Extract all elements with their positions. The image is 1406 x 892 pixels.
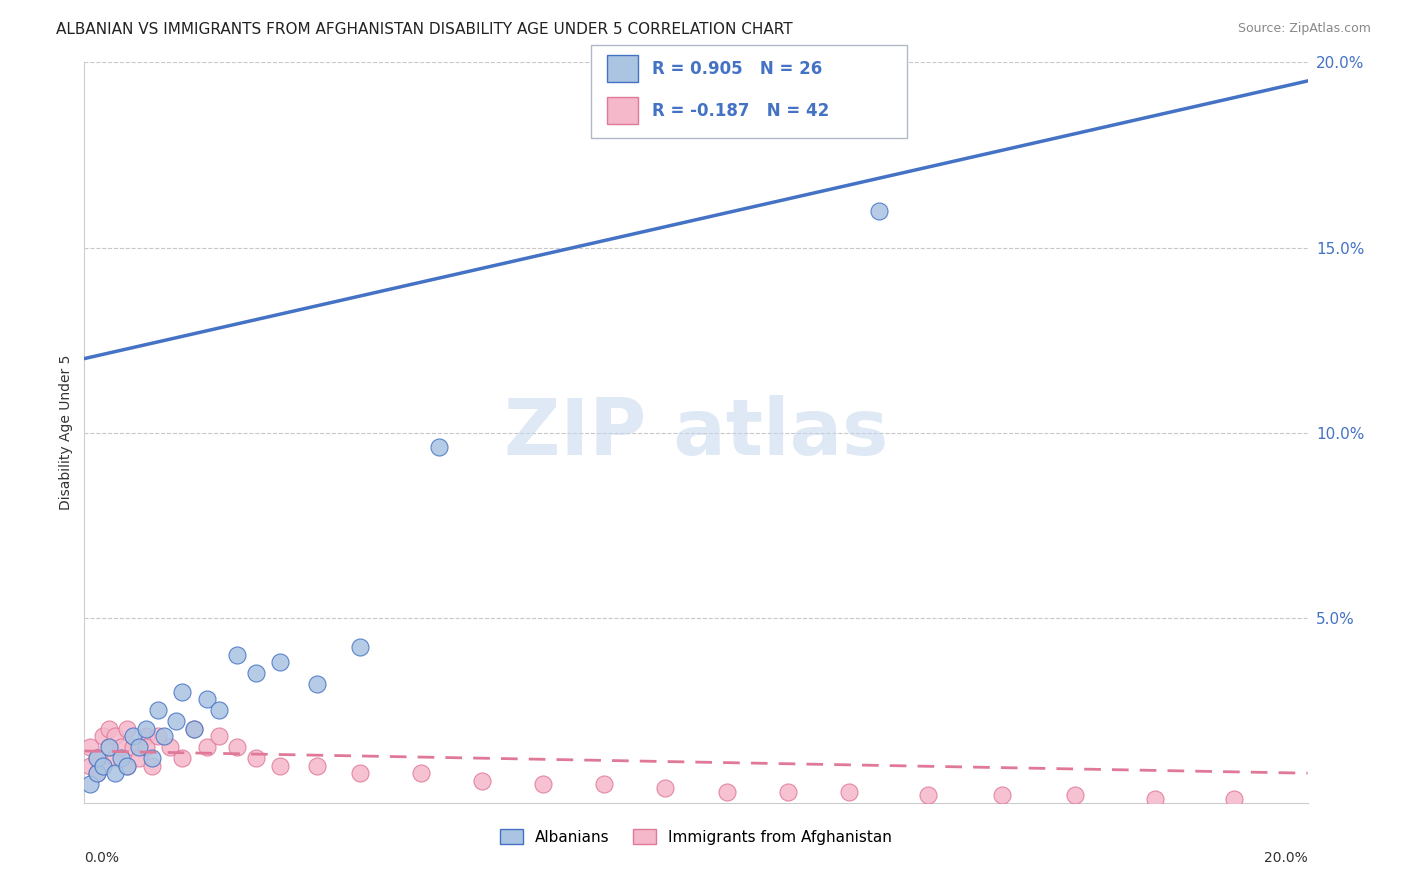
Point xyxy=(146,703,169,717)
Point xyxy=(91,729,114,743)
Point xyxy=(135,729,157,743)
Point xyxy=(128,740,150,755)
Point xyxy=(172,685,194,699)
Legend: Albanians, Immigrants from Afghanistan: Albanians, Immigrants from Afghanistan xyxy=(494,822,898,851)
Point xyxy=(91,758,114,772)
Point xyxy=(838,785,860,799)
Point xyxy=(110,740,132,755)
Point xyxy=(141,751,163,765)
Point xyxy=(226,740,249,755)
Point xyxy=(471,773,494,788)
Text: 0.0%: 0.0% xyxy=(84,851,120,865)
Point xyxy=(349,640,371,655)
Point xyxy=(86,766,108,780)
Point xyxy=(153,729,176,743)
Point xyxy=(269,758,291,772)
Text: R = 0.905   N = 26: R = 0.905 N = 26 xyxy=(652,60,823,78)
Point xyxy=(531,777,554,791)
Y-axis label: Disability Age Under 5: Disability Age Under 5 xyxy=(59,355,73,510)
Point xyxy=(349,766,371,780)
Point xyxy=(427,441,450,455)
Point xyxy=(1143,792,1166,806)
Point xyxy=(115,758,138,772)
Point xyxy=(183,722,205,736)
Point xyxy=(208,729,231,743)
Point xyxy=(97,740,120,755)
Text: 20.0%: 20.0% xyxy=(1264,851,1308,865)
Point xyxy=(869,203,891,218)
Point xyxy=(141,758,163,772)
Point xyxy=(654,780,676,795)
Point xyxy=(97,722,120,736)
Point xyxy=(91,758,114,772)
Point xyxy=(1064,789,1087,803)
Point xyxy=(776,785,799,799)
Text: ZIP atlas: ZIP atlas xyxy=(503,394,889,471)
Point xyxy=(104,751,127,765)
Point xyxy=(593,777,616,791)
Point xyxy=(195,692,218,706)
Point xyxy=(172,751,194,765)
Text: Source: ZipAtlas.com: Source: ZipAtlas.com xyxy=(1237,22,1371,36)
Point xyxy=(86,751,108,765)
Point xyxy=(991,789,1014,803)
Point xyxy=(79,740,101,755)
Point xyxy=(97,740,120,755)
Text: ALBANIAN VS IMMIGRANTS FROM AFGHANISTAN DISABILITY AGE UNDER 5 CORRELATION CHART: ALBANIAN VS IMMIGRANTS FROM AFGHANISTAN … xyxy=(56,22,793,37)
Point xyxy=(305,758,328,772)
Point xyxy=(86,751,108,765)
Point xyxy=(183,722,205,736)
Point xyxy=(305,677,328,691)
Point xyxy=(110,751,132,765)
Point xyxy=(104,766,127,780)
Point xyxy=(86,766,108,780)
Point xyxy=(122,729,145,743)
Point xyxy=(135,740,157,755)
Point xyxy=(79,758,101,772)
Point xyxy=(104,729,127,743)
Point xyxy=(135,722,157,736)
Point xyxy=(716,785,738,799)
Point xyxy=(79,777,101,791)
Point xyxy=(159,740,181,755)
Point xyxy=(226,648,249,662)
Text: R = -0.187   N = 42: R = -0.187 N = 42 xyxy=(652,102,830,120)
Point xyxy=(146,729,169,743)
Point xyxy=(409,766,432,780)
Point xyxy=(195,740,218,755)
Point xyxy=(115,758,138,772)
Point xyxy=(165,714,187,729)
Point xyxy=(1223,792,1246,806)
Point xyxy=(208,703,231,717)
Point xyxy=(245,666,267,681)
Point xyxy=(122,740,145,755)
Point xyxy=(917,789,939,803)
Point xyxy=(128,751,150,765)
Point xyxy=(245,751,267,765)
Point xyxy=(269,655,291,669)
Point xyxy=(115,722,138,736)
